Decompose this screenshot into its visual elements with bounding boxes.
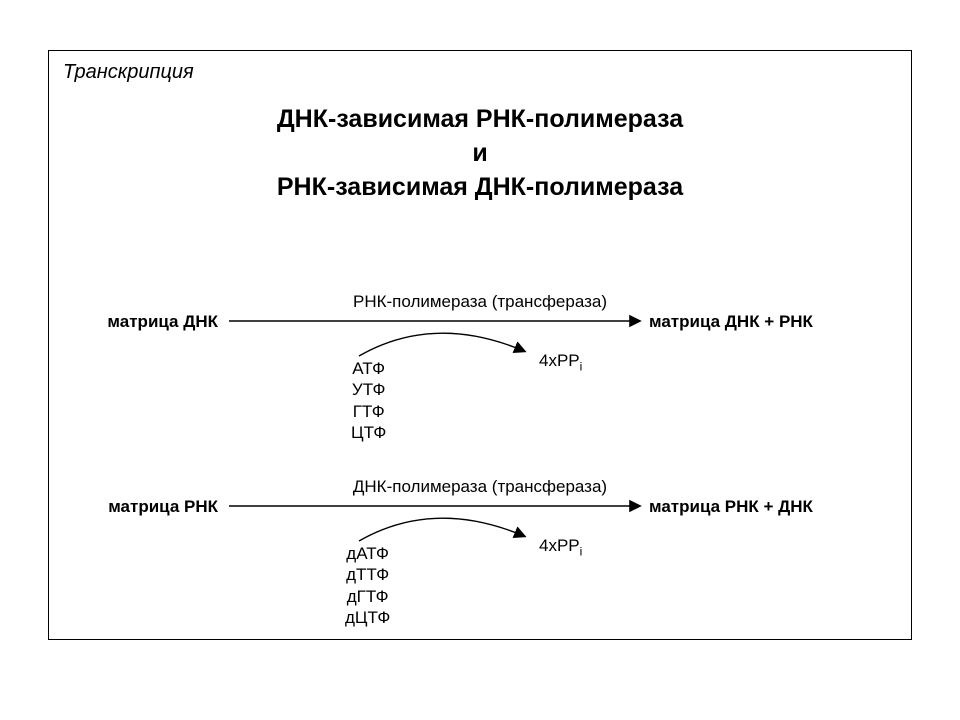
- reaction-2-inputs: дАТФ дТТФ дГТФ дЦТФ: [345, 543, 390, 628]
- reaction-2-byproduct: 4xPPi: [539, 536, 582, 558]
- slide-frame: Транскрипция ДНК-зависимая РНК-полимераз…: [48, 50, 912, 640]
- reaction-2-byproduct-text: 4xPP: [539, 536, 580, 555]
- reaction-2-main-arrow: [49, 51, 913, 641]
- reaction-2-curve-arrow: [359, 518, 524, 541]
- reaction-2-byproduct-sub: i: [580, 544, 583, 558]
